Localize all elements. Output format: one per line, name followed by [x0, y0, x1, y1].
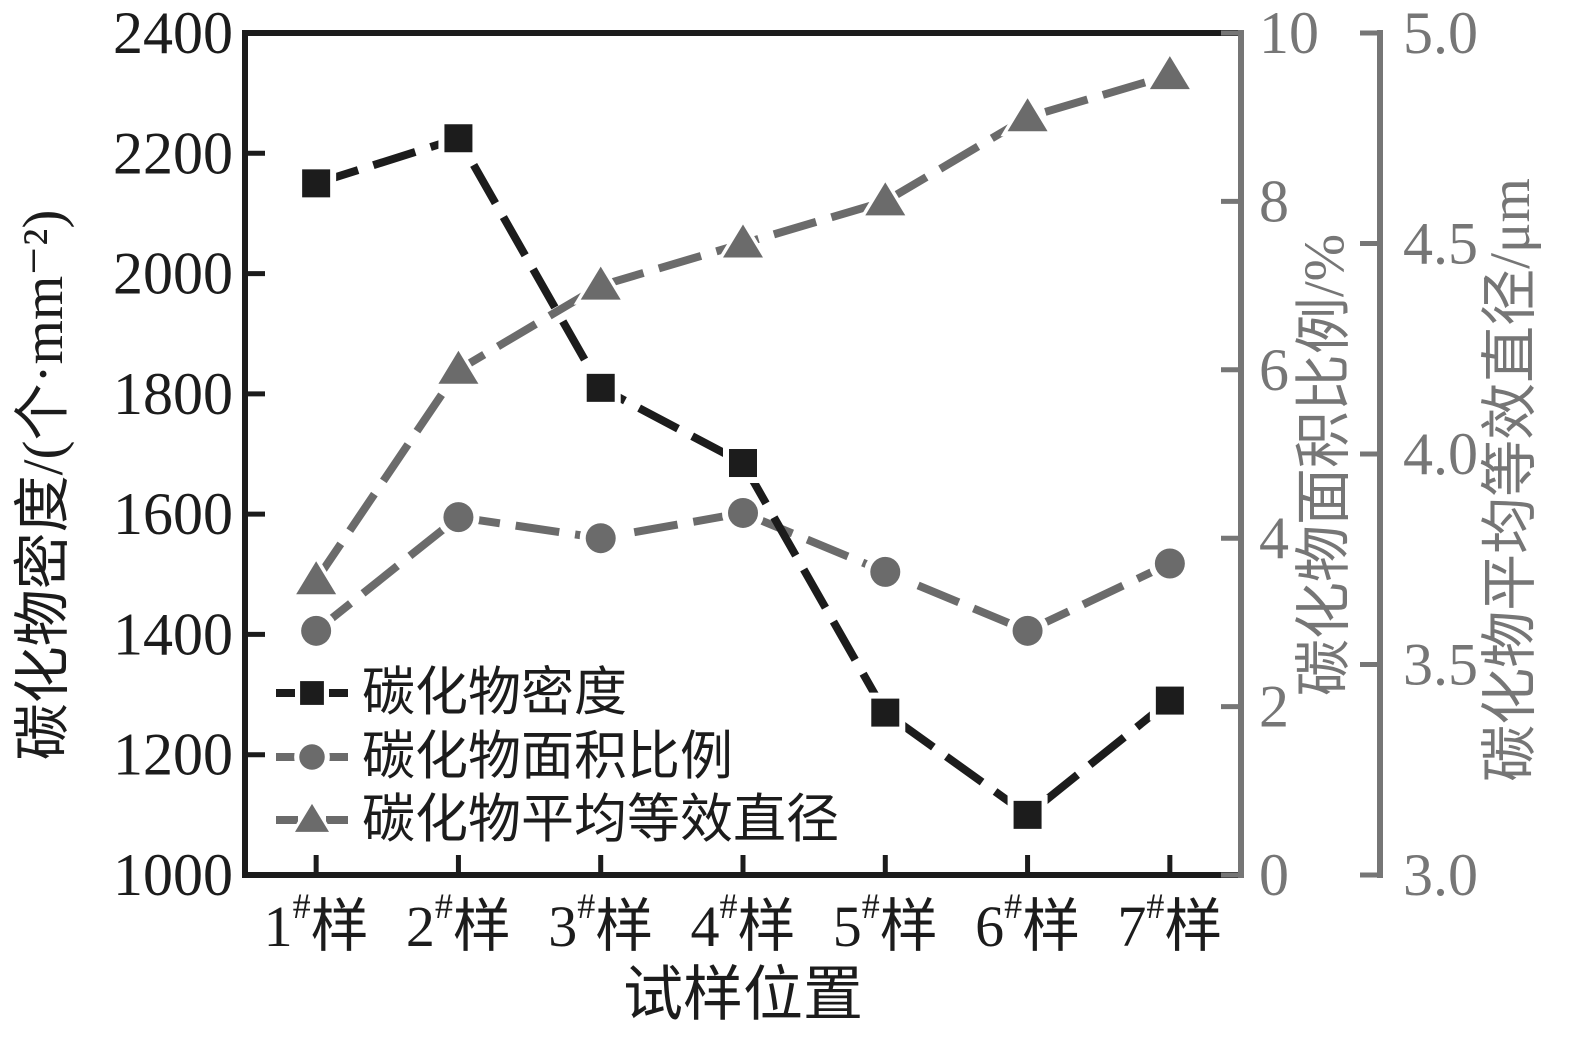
legend-label: 碳化物平均等效直径: [362, 791, 839, 849]
left-axis-tick-label: 1800: [113, 361, 233, 427]
data-point-square: [1013, 800, 1042, 829]
right-area-axis-tick-label: 0: [1259, 842, 1289, 908]
right-diameter-axis-tick-label: 3.0: [1403, 842, 1478, 908]
x-axis-tick-label: 1#​样: [264, 886, 369, 959]
data-point-circle: [870, 556, 901, 587]
data-point-triangle: [1007, 98, 1048, 132]
right-area-axis-tick-label: 10: [1259, 0, 1319, 66]
data-point-triangle: [580, 266, 621, 300]
data-point-square: [444, 124, 473, 153]
data-point-square: [586, 373, 615, 402]
x-axis-tick-label: 6#​样: [975, 886, 1080, 959]
right-diameter-axis-tick-label: 5.0: [1403, 0, 1478, 66]
legend-marker-square: [300, 681, 324, 705]
x-axis-tick-label: 4#​样: [690, 886, 795, 959]
data-point-triangle: [865, 182, 906, 216]
data-point-circle: [585, 523, 616, 554]
right-diameter-axis-tick-label: 4.5: [1403, 211, 1478, 277]
left-axis-tick-label: 1000: [113, 842, 233, 908]
x-axis-tick-label: 3#​样: [548, 886, 653, 959]
plot-box: [242, 30, 1241, 878]
right-diameter-axis-tick-label: 3.5: [1403, 632, 1478, 698]
data-point-circle: [1154, 548, 1185, 579]
data-point-square: [302, 169, 331, 198]
right-area-axis-tick-label: 8: [1259, 168, 1289, 234]
legend-marker-triangle: [295, 803, 329, 832]
left-axis-tick-label: 1200: [113, 722, 233, 788]
left-axis-tick-label: 1600: [113, 481, 233, 547]
right-area-axis-tick-label: 6: [1259, 337, 1289, 403]
data-point-circle: [1012, 615, 1043, 646]
right-area-axis-tick-label: 2: [1259, 674, 1289, 740]
x-axis-title: 试样位置: [623, 962, 863, 1028]
left-axis-tick-label: 1400: [113, 601, 233, 667]
data-point-square: [1155, 686, 1184, 715]
legend-marker-circle: [299, 744, 325, 770]
left-axis-tick-label: 2000: [113, 241, 233, 307]
right-area-axis-tick-label: 4: [1259, 505, 1289, 571]
data-point-square: [871, 698, 900, 727]
left-axis-tick-label: 2200: [113, 120, 233, 186]
data-point-triangle: [723, 224, 763, 258]
x-axis-tick-label: 2#​样: [406, 886, 511, 959]
x-axis-tick-label: 5#​样: [833, 886, 938, 959]
data-point-circle: [301, 615, 332, 646]
right-area-axis-title: 碳化物面积比例/%: [1293, 234, 1356, 696]
data-point-triangle: [438, 350, 479, 384]
x-axis-tick-label: 7#​样: [1117, 886, 1222, 959]
legend-label: 碳化物密度: [362, 664, 627, 722]
data-point-square: [729, 449, 757, 478]
data-point-circle: [443, 502, 474, 533]
left-axis-title: 碳化物密度/(个·mm⁻²): [12, 210, 75, 761]
legend-label: 碳化物面积比例: [362, 728, 733, 786]
data-point-circle: [728, 497, 758, 528]
data-point-triangle: [1149, 56, 1190, 90]
left-axis-tick-label: 2400: [113, 0, 233, 66]
right-diameter-axis-title: 碳化物平均等效直径/μm: [1479, 178, 1542, 782]
data-point-triangle: [296, 561, 337, 595]
right-diameter-axis-tick-label: 4.0: [1403, 421, 1478, 487]
